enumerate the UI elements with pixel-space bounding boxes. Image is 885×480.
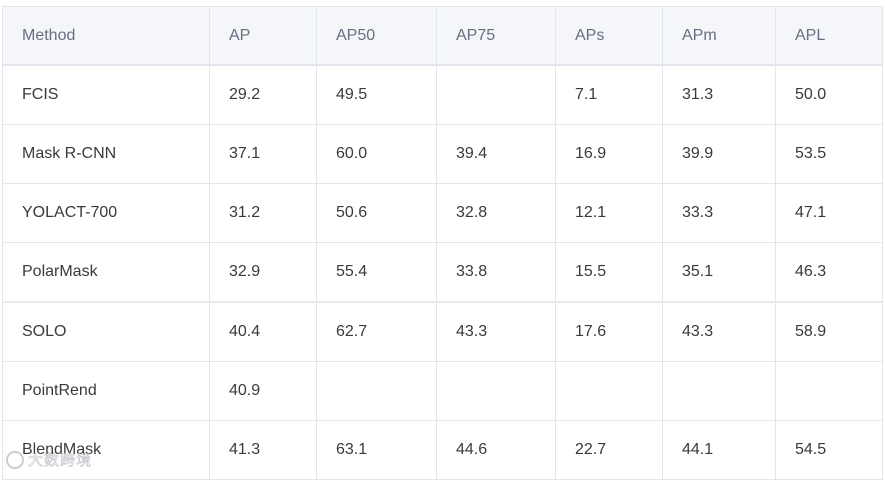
cell-ap50: 50.6 (316, 183, 437, 243)
header-apm: APm (662, 6, 776, 66)
cell-apm (662, 361, 776, 421)
cell-apm: 43.3 (662, 301, 776, 362)
table-row: FCIS 29.2 49.5 7.1 31.3 50.0 (2, 64, 883, 125)
cell-apl: 58.9 (775, 301, 883, 362)
header-aps: APs (555, 6, 663, 66)
cell-apl (775, 361, 883, 421)
header-method: Method (2, 6, 210, 66)
table-row: PolarMask 32.9 55.4 33.8 15.5 35.1 46.3 (2, 242, 883, 303)
table-header: Method AP AP50 AP75 APs APm APL (2, 6, 883, 66)
cell-apm: 33.3 (662, 183, 776, 243)
cell-ap75: 32.8 (436, 183, 556, 243)
cell-aps: 17.6 (555, 301, 663, 362)
cell-method: YOLACT-700 (2, 183, 210, 243)
cell-ap: 32.9 (209, 242, 317, 303)
watermark-logo-icon (6, 450, 24, 469)
cell-ap50 (316, 361, 437, 421)
header-row: Method AP AP50 AP75 APs APm APL (2, 6, 883, 66)
cell-apm: 35.1 (662, 242, 776, 303)
cell-ap: 41.3 (209, 420, 317, 480)
cell-ap50: 62.7 (316, 301, 437, 362)
cell-ap: 29.2 (209, 64, 317, 125)
cell-apm: 39.9 (662, 124, 776, 184)
cell-apl: 54.5 (775, 420, 883, 480)
cell-method: SOLO (2, 301, 210, 362)
cell-ap50: 63.1 (316, 420, 437, 480)
cell-aps: 22.7 (555, 420, 663, 480)
cell-ap: 40.9 (209, 361, 317, 421)
cell-ap75: 39.4 (436, 124, 556, 184)
cell-aps: 7.1 (555, 64, 663, 125)
cell-ap: 37.1 (209, 124, 317, 184)
table-body: FCIS 29.2 49.5 7.1 31.3 50.0 Mask R-CNN … (2, 64, 883, 480)
cell-method: BlendMask (2, 420, 210, 480)
watermark-text: 大数跨境 (28, 451, 93, 470)
cell-method: PointRend (2, 361, 210, 421)
table-row: SOLO 40.4 62.7 43.3 17.6 43.3 58.9 (2, 301, 883, 362)
cell-apl: 46.3 (775, 242, 883, 303)
cell-ap50: 60.0 (316, 124, 437, 184)
table-row: BlendMask 41.3 63.1 44.6 22.7 44.1 54.5 (2, 420, 883, 480)
cell-ap: 31.2 (209, 183, 317, 243)
header-ap50: AP50 (316, 6, 437, 66)
cell-ap: 40.4 (209, 301, 317, 362)
cell-apm: 44.1 (662, 420, 776, 480)
cell-ap75: 43.3 (436, 301, 556, 362)
cell-ap75: 44.6 (436, 420, 556, 480)
watermark: 大数跨境 (6, 449, 92, 470)
cell-ap75 (436, 64, 556, 125)
cell-aps: 15.5 (555, 242, 663, 303)
cell-method: Mask R-CNN (2, 124, 210, 184)
cell-apl: 50.0 (775, 64, 883, 125)
cell-method: PolarMask (2, 242, 210, 303)
cell-apm: 31.3 (662, 64, 776, 125)
cell-ap75 (436, 361, 556, 421)
results-table-container: Method AP AP50 AP75 APs APm APL FCIS 29.… (2, 6, 883, 480)
cell-aps: 16.9 (555, 124, 663, 184)
cell-aps: 12.1 (555, 183, 663, 243)
table-row: YOLACT-700 31.2 50.6 32.8 12.1 33.3 47.1 (2, 183, 883, 243)
cell-apl: 53.5 (775, 124, 883, 184)
cell-ap50: 55.4 (316, 242, 437, 303)
table-row: Mask R-CNN 37.1 60.0 39.4 16.9 39.9 53.5 (2, 124, 883, 184)
cell-ap50: 49.5 (316, 64, 437, 125)
cell-ap75: 33.8 (436, 242, 556, 303)
header-ap75: AP75 (436, 6, 556, 66)
header-apl: APL (775, 6, 883, 66)
results-table: Method AP AP50 AP75 APs APm APL FCIS 29.… (2, 6, 883, 480)
cell-method: FCIS (2, 64, 210, 125)
cell-apl: 47.1 (775, 183, 883, 243)
header-ap: AP (209, 6, 317, 66)
table-row: PointRend 40.9 (2, 361, 883, 421)
cell-aps (555, 361, 663, 421)
